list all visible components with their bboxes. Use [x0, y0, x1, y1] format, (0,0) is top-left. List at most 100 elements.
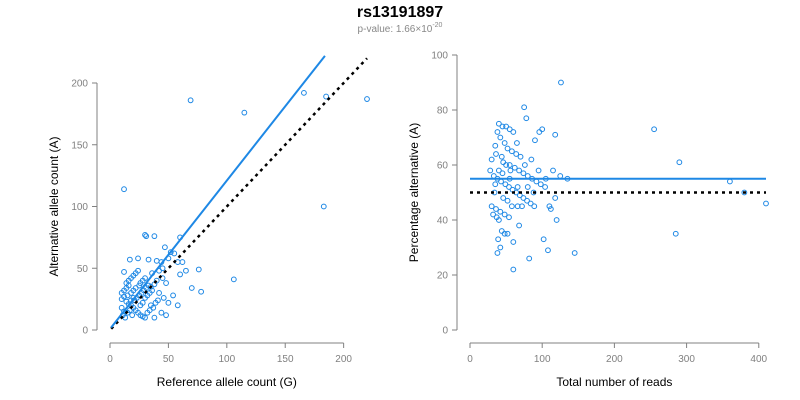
data-point [510, 239, 517, 245]
y-axis-title: Alternative allele count (A) [47, 136, 61, 276]
y-tick-label: 50 [77, 264, 89, 275]
data-point [121, 186, 127, 193]
data-point [763, 200, 769, 207]
data-point [676, 159, 683, 166]
y-tick-label: 100 [431, 51, 448, 62]
data-point [531, 203, 538, 210]
data-point [165, 299, 172, 306]
data-point [323, 93, 330, 100]
data-point [557, 173, 564, 179]
y-tick-label: 40 [437, 216, 449, 227]
data-point [125, 282, 132, 289]
data-point [498, 228, 505, 234]
data-point [129, 312, 136, 319]
subtitle-exponent: -20 [432, 22, 443, 29]
data-point [501, 211, 508, 218]
data-point [142, 314, 148, 321]
data-point [139, 299, 146, 306]
x-tick-label: 100 [534, 354, 551, 365]
data-point [301, 89, 307, 96]
y-axis-title: Percentage alternative (A) [407, 123, 421, 262]
data-point [179, 259, 186, 265]
data-point [507, 167, 514, 174]
data-point [151, 233, 158, 240]
data-point [177, 271, 183, 278]
y-tick-label: 0 [82, 326, 88, 337]
data-point [526, 255, 533, 262]
data-point [508, 148, 515, 155]
data-point [241, 109, 248, 116]
data-point [520, 195, 527, 201]
data-point [501, 140, 508, 146]
data-point [145, 256, 152, 263]
panel-2: 0 100 200 300 400 0 20 40 60 80 100 Total number of… [407, 51, 769, 389]
data-point [162, 244, 168, 251]
data-point [497, 208, 504, 215]
data-point [552, 131, 559, 138]
y-tick-label: 100 [71, 202, 88, 213]
data-point [514, 203, 521, 210]
data-point [524, 197, 530, 204]
data-point [510, 266, 517, 273]
data-point [516, 167, 522, 174]
x-tick-label: 200 [606, 354, 623, 365]
data-point [513, 151, 520, 157]
fit-line [110, 55, 326, 329]
data-point [550, 167, 556, 174]
data-point [727, 178, 733, 185]
data-point [545, 247, 551, 254]
data-point [163, 312, 169, 319]
data-point [552, 195, 559, 201]
data-point [553, 217, 560, 223]
data-point [118, 304, 125, 311]
data-point [490, 211, 497, 218]
data-point [495, 236, 502, 243]
data-point [500, 159, 507, 166]
data-point [153, 257, 160, 264]
data-point [492, 181, 499, 188]
data-point [187, 97, 194, 104]
data-point [524, 184, 531, 190]
data-point [521, 162, 528, 168]
data-point [537, 181, 544, 188]
data-point [523, 115, 530, 122]
data-point [516, 222, 522, 229]
data-point [167, 249, 174, 256]
data-point [504, 197, 511, 204]
data-point [558, 79, 564, 86]
x-tick-label: 100 [218, 354, 235, 365]
data-point [495, 167, 502, 174]
y-tick-label: 20 [437, 271, 449, 282]
data-point [195, 266, 202, 273]
data-point [188, 285, 195, 291]
data-point [124, 292, 131, 299]
x-tick-label: 300 [678, 354, 695, 365]
x-axis-title: Reference allele count (G) [157, 375, 297, 389]
y-tick-label: 150 [71, 140, 88, 151]
data-point [320, 203, 327, 210]
data-point [488, 156, 495, 163]
data-point [149, 287, 155, 294]
data-point [741, 189, 748, 196]
data-point [171, 250, 178, 257]
data-point [506, 126, 513, 133]
data-point [364, 96, 370, 102]
data-point [493, 214, 500, 221]
y-tick-label: 60 [437, 161, 449, 172]
data-point [160, 294, 167, 301]
data-point [118, 296, 125, 303]
data-point [504, 230, 511, 237]
chart-title: rs13191897 [356, 4, 444, 21]
data-point [497, 244, 504, 251]
data-point [497, 134, 504, 141]
x-tick-label: 0 [107, 354, 113, 365]
y-tick-label: 80 [437, 106, 449, 117]
x-tick-label: 50 [163, 354, 175, 365]
data-point [142, 232, 148, 238]
data-point [539, 126, 546, 133]
data-point [198, 288, 205, 295]
data-point [504, 145, 511, 152]
subtitle-prefix: p-value: 1.66×10 [357, 24, 433, 35]
data-point [487, 167, 494, 174]
